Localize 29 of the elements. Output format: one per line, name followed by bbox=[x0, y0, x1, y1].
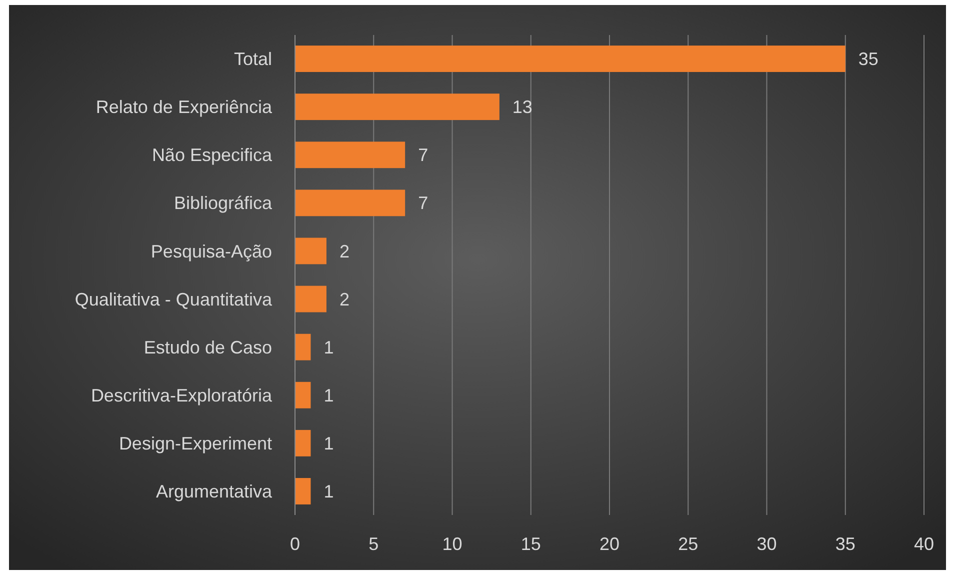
x-tick-label: 0 bbox=[290, 534, 300, 554]
y-tick-label: Design-Experiment bbox=[118, 433, 272, 454]
data-label: 7 bbox=[418, 193, 428, 214]
y-tick-label: Total bbox=[234, 49, 272, 70]
x-tick-label: 30 bbox=[756, 534, 777, 554]
y-tick-label: Pesquisa-Ação bbox=[150, 241, 272, 262]
x-tick-label: 20 bbox=[599, 534, 620, 554]
data-label: 1 bbox=[324, 385, 334, 406]
x-tick-label: 15 bbox=[520, 534, 541, 554]
x-tick-label: 10 bbox=[442, 534, 462, 554]
y-tick-label: Estudo de Caso bbox=[144, 337, 272, 358]
data-label: 1 bbox=[324, 337, 334, 358]
y-tick-label: Bibliográfica bbox=[174, 193, 273, 214]
data-label: 1 bbox=[324, 433, 334, 454]
x-tick-label: 40 bbox=[914, 534, 934, 554]
data-label: 2 bbox=[339, 289, 350, 310]
y-tick-label: Relato de Experiência bbox=[96, 97, 273, 118]
x-tick-label: 5 bbox=[368, 534, 379, 554]
y-tick-label: Qualitativa - Quantitativa bbox=[74, 289, 273, 310]
y-tick-label: Descritiva-Exploratória bbox=[90, 385, 273, 406]
x-tick-label: 35 bbox=[835, 534, 856, 554]
data-label: 35 bbox=[858, 49, 878, 70]
x-tick-label: 25 bbox=[678, 534, 698, 554]
y-tick-label: Argumentativa bbox=[156, 482, 273, 502]
data-label: 2 bbox=[339, 241, 350, 262]
data-label: 1 bbox=[324, 482, 334, 502]
y-tick-label: Não Especifica bbox=[152, 145, 273, 166]
data-label: 7 bbox=[418, 145, 428, 166]
data-label: 13 bbox=[512, 97, 532, 118]
